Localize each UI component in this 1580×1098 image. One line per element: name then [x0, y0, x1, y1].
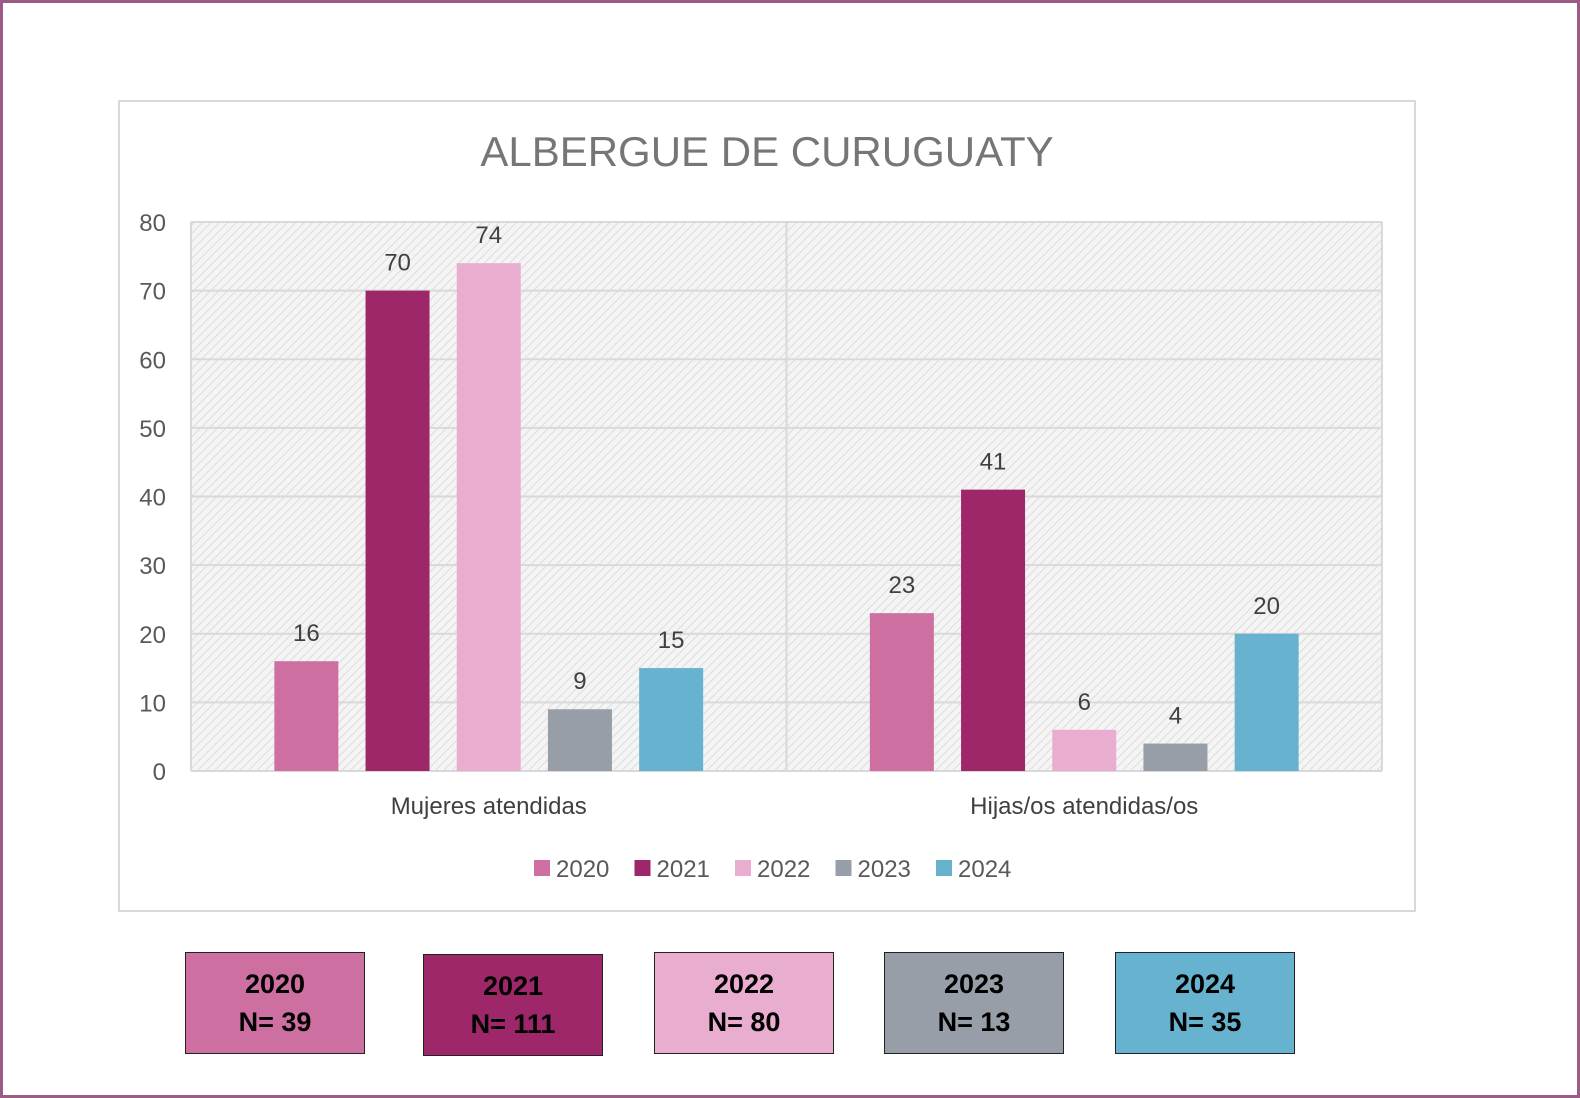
legend-label: 2023: [858, 856, 911, 883]
data-label: 16: [293, 620, 320, 647]
legend-swatch-2020: [534, 860, 550, 876]
total-year: 2020: [244, 969, 306, 999]
data-label: 9: [573, 668, 586, 695]
total-box-2024: 2024 N= 35: [1115, 952, 1295, 1054]
data-label: 6: [1078, 689, 1091, 716]
bar-2023: [1143, 743, 1208, 771]
legend-swatch-2024: [936, 860, 952, 876]
bar-2022: [456, 263, 521, 771]
y-tick-label: 60: [139, 347, 166, 374]
y-tick-label: 0: [153, 759, 166, 786]
total-year: 2022: [713, 969, 775, 999]
y-tick-label: 40: [139, 485, 166, 512]
total-box-2021: 2021 N= 111: [423, 954, 603, 1056]
total-box-2023: 2023 N= 13: [884, 952, 1064, 1054]
data-label: 15: [658, 627, 685, 654]
y-tick-label: 30: [139, 553, 166, 580]
bar-2021: [961, 489, 1026, 771]
data-label: 41: [980, 449, 1007, 476]
bar-2020: [274, 661, 339, 771]
total-year: 2021: [482, 971, 544, 1001]
legend-swatch-2023: [835, 860, 852, 876]
legend-swatch-2022: [735, 860, 751, 876]
data-label: 23: [888, 572, 915, 599]
y-tick-label: 80: [139, 210, 166, 237]
total-year: 2023: [943, 969, 1005, 999]
data-label: 70: [384, 250, 411, 277]
chart-title: ALBERGUE DE CURUGUATY: [480, 128, 1054, 175]
total-count: N= 35: [1168, 1007, 1242, 1037]
data-label: 20: [1253, 593, 1280, 620]
y-tick-label: 20: [139, 622, 166, 649]
bar-2024: [639, 668, 704, 771]
bar-2023: [547, 709, 612, 771]
legend-swatch-2021: [634, 860, 651, 876]
data-label: 4: [1169, 703, 1182, 730]
total-count: N= 13: [937, 1007, 1011, 1037]
y-tick-label: 10: [139, 690, 166, 717]
bar-2020: [869, 613, 934, 771]
legend-label: 2022: [757, 856, 810, 883]
total-box-2020: 2020 N= 39: [185, 952, 365, 1054]
y-tick-label: 70: [139, 279, 166, 306]
legend-label: 2020: [556, 856, 609, 883]
total-count: N= 80: [707, 1007, 781, 1037]
bar-chart: 0 10 20 30 40 50 60 70 80 16 70 74 9 15 23 41 6 4 20 Muje…: [139, 210, 1383, 883]
legend-label: 2021: [657, 856, 710, 883]
bar-2022: [1052, 729, 1117, 771]
bar-2021: [365, 290, 430, 771]
total-year: 2024: [1174, 969, 1236, 999]
total-box-2022: 2022 N= 80: [654, 952, 834, 1054]
total-count: N= 111: [470, 1009, 556, 1039]
x-category-label: Mujeres atendidas: [391, 793, 587, 820]
yearly-totals: 2020 N= 39 2021 N= 111 2022 N= 80 2023 N= 13 202…: [0, 952, 1580, 1062]
legend-label: 2024: [958, 856, 1011, 883]
bar-2024: [1234, 633, 1299, 771]
total-count: N= 39: [238, 1007, 312, 1037]
y-tick-label: 50: [139, 416, 166, 443]
x-category-label: Hijas/os atendidas/os: [970, 793, 1198, 820]
data-label: 74: [475, 222, 502, 249]
